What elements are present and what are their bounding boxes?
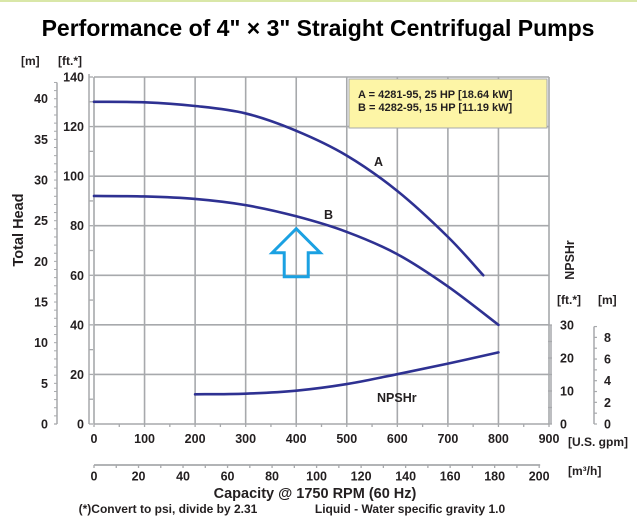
curves xyxy=(92,100,500,396)
x-tick-label-gpm: 100 xyxy=(134,432,155,446)
y-tick-label-ft: 20 xyxy=(70,368,84,382)
x2-tick-label-m3h: 0 xyxy=(91,470,98,484)
x2-tick-label-m3h: 160 xyxy=(440,470,461,484)
curve-label-b: B xyxy=(324,208,333,222)
x-axis-title: Capacity @ 1750 RPM (60 Hz) xyxy=(214,486,417,502)
npsh-tick-label-ft: 10 xyxy=(560,385,574,399)
npsh-axis-m-unit: [m] xyxy=(598,293,617,307)
y-tick-label-ft: 40 xyxy=(70,318,84,332)
y-tick-label-m: 5 xyxy=(41,377,48,391)
footnote-liquid: Liquid - Water specific gravity 1.0 xyxy=(315,502,506,516)
x-tick-label-gpm: 200 xyxy=(185,432,206,446)
grid xyxy=(93,76,550,425)
x-tick-label-gpm: 800 xyxy=(488,432,509,446)
npsh-tick-label-m: 6 xyxy=(604,353,611,367)
curve-b xyxy=(92,194,500,327)
x2-tick-label-m3h: 100 xyxy=(306,470,327,484)
x-tick-label-gpm: 500 xyxy=(336,432,357,446)
npsh-tick-label-m: 4 xyxy=(604,374,611,388)
npsh-tick-label-m: 2 xyxy=(604,396,611,410)
y-tick-label-m: 25 xyxy=(34,214,48,228)
x2-tick-label-m3h: 180 xyxy=(484,470,505,484)
up-arrow-icon xyxy=(268,226,324,279)
x-tick-label-gpm: 0 xyxy=(91,432,98,446)
y-tick-label-m: 15 xyxy=(34,296,48,310)
y-tick-label-ft: 0 xyxy=(77,418,84,432)
y-tick-label-m: 10 xyxy=(34,336,48,350)
y-tick-label-ft: 140 xyxy=(63,71,84,85)
footnote-psi: (*)Convert to psi, divide by 2.31 xyxy=(79,502,258,516)
curve-label-a: A xyxy=(374,155,383,169)
y-tick-label-ft: 100 xyxy=(63,170,84,184)
x-tick-label-gpm: 600 xyxy=(387,432,408,446)
y-tick-label-ft: 60 xyxy=(70,269,84,283)
annotations xyxy=(268,226,324,279)
y-tick-label-m: 40 xyxy=(34,92,48,106)
y-tick-label-m: 0 xyxy=(41,418,48,432)
npsh-tick-label-m: 0 xyxy=(604,418,611,432)
x-tick-label-gpm: 700 xyxy=(437,432,458,446)
x2-tick-label-m3h: 40 xyxy=(176,470,190,484)
legend-box xyxy=(348,78,548,129)
y-tick-label-m: 35 xyxy=(34,133,48,147)
y-axis-title: Total Head xyxy=(11,193,27,266)
curve-npshr xyxy=(193,351,500,396)
axes xyxy=(54,74,597,468)
x-tick-label-gpm: 400 xyxy=(286,432,307,446)
chart-title: Performance of 4" × 3" Straight Centrifu… xyxy=(42,15,595,41)
x2-tick-label-m3h: 60 xyxy=(221,470,235,484)
y-tick-label-ft: 120 xyxy=(63,120,84,134)
x2-axis-unit: [m³/h] xyxy=(568,464,601,478)
legend: A = 4281-95, 25 HP [18.64 kW] B = 4282-9… xyxy=(348,78,548,129)
y-tick-label-m: 30 xyxy=(34,174,48,188)
x-tick-label-gpm: 300 xyxy=(235,432,256,446)
y-tick-label-m: 20 xyxy=(34,255,48,269)
y-axis-m-unit: [m] xyxy=(21,54,40,68)
x-tick-label-gpm: 900 xyxy=(539,432,560,446)
npsh-tick-label-m: 8 xyxy=(604,331,611,345)
x2-tick-label-m3h: 80 xyxy=(265,470,279,484)
x-axis-unit: [U.S. gpm] xyxy=(568,435,628,449)
x2-tick-label-m3h: 140 xyxy=(395,470,416,484)
npsh-tick-label-ft: 20 xyxy=(560,352,574,366)
top-border-line xyxy=(0,0,637,2)
legend-entry-b: B = 4282-95, 15 HP [11.19 kW] xyxy=(358,102,513,114)
y-axis-ft-unit: [ft.*] xyxy=(58,54,82,68)
npsh-tick-label-ft: 0 xyxy=(560,418,567,432)
legend-entry-a: A = 4281-95, 25 HP [18.64 kW] xyxy=(358,89,513,101)
x2-tick-label-m3h: 20 xyxy=(132,470,146,484)
curve-a xyxy=(92,100,485,277)
y-tick-label-ft: 80 xyxy=(70,219,84,233)
npsh-axis-title: NPSHr xyxy=(563,240,577,280)
npsh-axis-ft-unit: [ft.*] xyxy=(557,293,581,307)
npsh-tick-label-ft: 30 xyxy=(560,319,574,333)
x2-tick-label-m3h: 200 xyxy=(529,470,550,484)
curve-label-npshr: NPSHr xyxy=(377,391,417,405)
x2-tick-label-m3h: 120 xyxy=(351,470,372,484)
